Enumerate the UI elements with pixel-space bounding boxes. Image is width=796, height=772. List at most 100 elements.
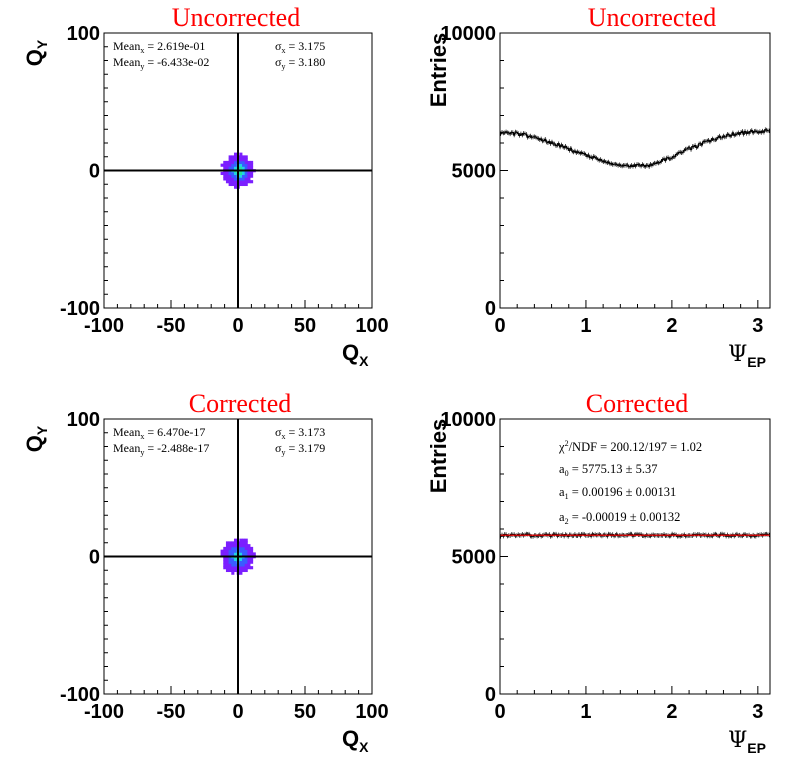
x-tick-label: 0 <box>494 701 505 723</box>
x-tick-label: 100 <box>355 701 388 723</box>
heatmap-cell <box>242 541 246 545</box>
heatmap-cell <box>225 544 230 548</box>
stat-mean-y: Meany = -2.488e-17 <box>113 441 209 457</box>
heatmap-cell <box>239 180 243 184</box>
x-tick-label: 2 <box>666 701 677 723</box>
series-line <box>500 129 770 168</box>
heatmap-cell <box>225 180 230 184</box>
chart-title: Corrected <box>586 389 689 418</box>
heatmap-cell <box>223 171 227 176</box>
heatmap-cell <box>239 163 243 167</box>
heatmap-cell <box>233 163 238 167</box>
heatmap-cell <box>244 568 248 573</box>
heatmap-cell <box>231 571 235 575</box>
y-tick-label: 5000 <box>452 547 497 569</box>
heatmap-cell <box>239 557 243 562</box>
heatmap-cell <box>228 158 232 162</box>
text-fragment: 2 <box>565 439 569 448</box>
heatmap-cell <box>228 171 232 176</box>
stat-sigma-x: σx = 3.175 <box>275 39 325 55</box>
heatmap-cell <box>244 546 248 551</box>
heatmap-cell <box>242 538 246 542</box>
heatmap-cell <box>252 552 256 556</box>
heatmap-cell <box>242 155 246 159</box>
heatmap-cell <box>250 171 254 176</box>
heatmap-cell <box>223 174 227 178</box>
heatmap-cell <box>239 158 243 162</box>
heatmap-cell <box>228 566 232 570</box>
heatmap-cell <box>228 544 232 548</box>
heatmap-cell <box>225 563 230 567</box>
heatmap-cell <box>228 174 232 178</box>
heatmap-cell <box>223 566 227 570</box>
heatmap-cell <box>244 541 248 545</box>
y-tick-label: 5000 <box>452 161 497 183</box>
heatmap-cell <box>233 174 238 178</box>
x-tick-label: -50 <box>157 315 186 337</box>
y-tick-label: 100 <box>67 23 100 45</box>
heatmap-cell <box>244 171 248 176</box>
fit-chi2: χ2/NDF = 200.12/197 = 1.02 <box>558 439 702 454</box>
text-fragment: 1 <box>565 492 569 501</box>
heatmap-cell <box>220 163 224 167</box>
x-tick-label: 50 <box>294 701 316 723</box>
x-tick-label: -100 <box>84 315 124 337</box>
heatmap-cell <box>247 557 251 562</box>
heatmap-cell <box>225 160 230 165</box>
heatmap-cell <box>233 160 238 165</box>
heatmap-cell <box>223 560 227 564</box>
heatmap-cell <box>225 174 230 178</box>
heatmap-cell <box>239 552 243 556</box>
text-fragment: y <box>281 62 285 71</box>
heatmap-cell <box>233 557 238 562</box>
plot-frame <box>499 418 771 695</box>
heatmap-cell <box>250 174 254 178</box>
heatmap-cell <box>225 166 230 170</box>
heatmap-cell <box>231 158 235 162</box>
heatmap-cell <box>233 560 238 564</box>
text-fragment: X <box>359 739 369 755</box>
heatmap-cell <box>242 563 246 567</box>
heatmap-cell <box>242 568 246 573</box>
heatmap-cell <box>247 560 251 564</box>
y-tick-label: 0 <box>89 547 100 569</box>
heatmap-cell <box>250 166 254 170</box>
heatmap-cell <box>228 541 232 545</box>
chart-title: Corrected <box>189 389 292 418</box>
heatmap-cell <box>247 177 251 181</box>
heatmap-cell <box>247 566 251 570</box>
stat-sigma-y: σy = 3.180 <box>275 55 325 71</box>
x-tick-label: 3 <box>752 701 763 723</box>
heatmap-cell <box>225 163 230 167</box>
fit-a2: a2 = -0.00019 ± 0.00132 <box>559 510 680 526</box>
heatmap-cell <box>231 549 235 553</box>
heatmap-cell <box>223 549 227 553</box>
y-tick-label: 0 <box>485 298 496 320</box>
heatmap-cell <box>231 155 235 159</box>
heatmap-cell <box>223 166 227 170</box>
heatmap-cell <box>242 560 246 564</box>
text-fragment: = 3.180 <box>285 55 325 69</box>
plot-frame <box>103 418 373 695</box>
heatmap-cell <box>247 180 251 184</box>
y-axis-label: Entries <box>426 33 451 108</box>
text-fragment: x <box>140 432 144 441</box>
heatmap-cell <box>244 563 248 567</box>
heatmap-cell <box>247 171 251 176</box>
heatmap-cell <box>239 563 243 567</box>
heatmap-cell <box>242 177 246 181</box>
heatmap-cell <box>239 549 243 553</box>
text-fragment: = 3.173 <box>285 425 325 439</box>
heatmap-cell <box>239 160 243 165</box>
heatmap-cell <box>223 177 227 181</box>
heatmap-cell <box>223 552 227 556</box>
heatmap-cell <box>231 544 235 548</box>
heatmap-cell <box>228 563 232 567</box>
heatmap-cell <box>228 155 232 159</box>
heatmap-cell <box>242 182 246 187</box>
heatmap-cell <box>239 152 243 156</box>
heatmap-cell <box>244 177 248 181</box>
x-tick-label: 0 <box>494 315 505 337</box>
